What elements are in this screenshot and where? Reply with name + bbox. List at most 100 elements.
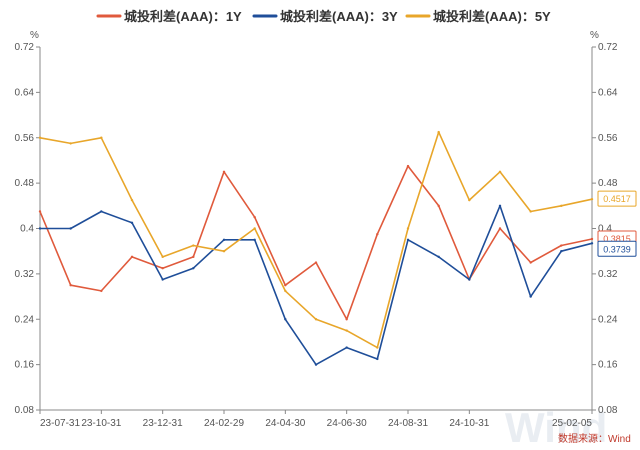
data-point (345, 346, 348, 349)
legend: 城投利差(AAA)：1Y 城投利差(AAA)：3Y 城投利差(AAA)：5Y (96, 9, 551, 24)
x-tick-label: 23-12-31 (143, 418, 183, 429)
watermark: Wind (505, 404, 607, 450)
data-point (529, 295, 532, 298)
y-tick-label-left: 0.24 (15, 314, 35, 325)
end-label-box (597, 190, 637, 207)
y-unit-right: % (590, 30, 599, 41)
data-point (38, 136, 42, 139)
data-point (192, 255, 195, 259)
y-tick-label-right: 0.16 (598, 360, 618, 371)
y-tick-label-right: 0.64 (598, 87, 618, 98)
y-tick-label-left: 0.48 (15, 178, 35, 189)
data-point (437, 204, 440, 208)
y-tick-label-right: 0.4 (598, 224, 612, 235)
data-point (192, 244, 195, 247)
tick-labels: 0.72 0.72 0.64 0.64 0.56 0.56 0.48 0.48 0.4 0.4 0.… (15, 42, 618, 429)
data-point (222, 238, 226, 242)
data-point (130, 221, 134, 225)
data-point (253, 227, 256, 230)
series-line-2 (40, 205, 593, 366)
x-tick-label: 24-06-30 (327, 418, 367, 429)
y-tick-label-left: 0.64 (15, 87, 35, 98)
x-tick-label: 23-07-31 (40, 418, 80, 429)
x-tick-label: 24-04-30 (265, 418, 305, 429)
x-tick-label: 24-02-29 (204, 418, 244, 429)
data-point (376, 232, 379, 236)
y-tick-label-right: 0.24 (598, 314, 618, 325)
data-point (498, 170, 502, 173)
series-line-1 (39, 165, 593, 321)
data-point (284, 289, 287, 293)
data-point (529, 210, 532, 213)
data-point (590, 197, 594, 201)
end-label-2: 0.3739 (597, 240, 637, 257)
data-point (284, 284, 287, 287)
x-tick-label: 24-08-31 (388, 418, 428, 429)
y-tick-label-right: 0.72 (598, 42, 618, 53)
y-tick-label-left: 0.72 (15, 42, 35, 53)
data-point (406, 227, 410, 230)
legend-label: 城投利差(AAA)：5Y (433, 9, 551, 24)
end-label-text: 0.3815 (603, 234, 631, 244)
data-point (100, 289, 103, 293)
end-label-3: 0.4517 (597, 190, 637, 207)
data-point (345, 318, 348, 321)
y-tick-label-left: 0.56 (15, 133, 35, 144)
legend-item-3: 城投利差(AAA)：5Y (405, 9, 551, 24)
x-tick-label: 25-02-05 (552, 418, 592, 429)
y-tick-label-right: 0.48 (598, 178, 618, 189)
data-point (376, 357, 379, 361)
legend-label: 城投利差(AAA)：1Y (124, 9, 242, 24)
data-point (529, 261, 532, 264)
data-point (468, 198, 471, 202)
data-point (161, 267, 164, 270)
data-point (253, 238, 256, 242)
y-tick-label-left: 0.08 (15, 405, 35, 416)
data-point (376, 346, 379, 349)
series-lines (38, 130, 594, 366)
x-tick-label: 24-10-31 (449, 418, 489, 429)
source-note: 数据来源：Wind (558, 432, 631, 445)
y-unit-left: % (30, 30, 39, 41)
data-point (560, 244, 563, 247)
axes (36, 46, 596, 414)
data-point (314, 363, 318, 366)
data-point (560, 204, 563, 208)
data-point (38, 227, 42, 230)
y-tick-label-left: 0.4 (20, 224, 34, 235)
data-point (590, 242, 594, 245)
data-point (406, 164, 410, 168)
y-tick-label-right: 0.32 (598, 269, 618, 280)
data-point (314, 261, 318, 264)
legend-label: 城投利差(AAA)：3Y (280, 9, 398, 24)
data-point (69, 284, 72, 287)
data-point (100, 210, 103, 213)
data-point (314, 318, 318, 321)
legend-item-1: 城投利差(AAA)：1Y (96, 9, 242, 24)
data-point (222, 170, 226, 173)
y-tick-label-left: 0.16 (15, 360, 35, 371)
data-point (590, 237, 594, 241)
data-point (498, 204, 502, 208)
data-point (253, 215, 256, 219)
y-tick-label-right: 0.56 (598, 133, 618, 144)
data-point (38, 210, 42, 213)
end-label-box (597, 240, 637, 257)
end-label-text: 0.3739 (603, 244, 631, 254)
legend-item-2: 城投利差(AAA)：3Y (252, 9, 398, 24)
data-point (560, 249, 563, 253)
end-label-text: 0.4517 (603, 194, 631, 204)
data-point (498, 227, 502, 230)
y-tick-label-left: 0.32 (15, 269, 35, 280)
data-point (69, 142, 72, 145)
data-point (130, 198, 134, 202)
data-point (222, 249, 226, 253)
data-point (161, 255, 164, 259)
data-point (468, 278, 471, 281)
data-point (161, 278, 164, 281)
data-point (69, 227, 72, 230)
y-tick-label-right: 0.08 (598, 405, 618, 416)
data-point (406, 238, 410, 242)
